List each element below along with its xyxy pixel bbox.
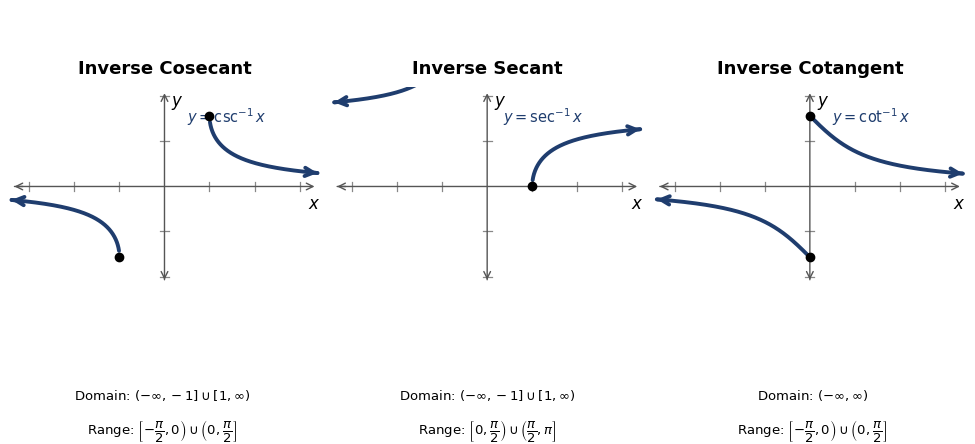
Text: $y$: $y$ — [494, 95, 506, 112]
Text: Range: $\left[0, \dfrac{\pi}{2}\right) \cup \left(\dfrac{\pi}{2}, \pi\right]$: Range: $\left[0, \dfrac{\pi}{2}\right) \… — [418, 418, 557, 444]
Text: $y = \mathrm{sec}^{-1}\, x$: $y = \mathrm{sec}^{-1}\, x$ — [503, 106, 583, 127]
Text: $x$: $x$ — [954, 194, 965, 213]
Text: $y$: $y$ — [817, 95, 829, 112]
Text: $y = \mathrm{cot}^{-1}\, x$: $y = \mathrm{cot}^{-1}\, x$ — [833, 106, 911, 127]
Title: Inverse Secant: Inverse Secant — [411, 59, 563, 78]
Text: $y$: $y$ — [172, 95, 183, 112]
Text: Domain: $(-\infty, -1] \cup [1, \infty)$: Domain: $(-\infty, -1] \cup [1, \infty)$ — [400, 388, 575, 403]
Text: Domain: $(-\infty, \infty)$: Domain: $(-\infty, \infty)$ — [757, 388, 868, 403]
Text: Range: $\left[-\dfrac{\pi}{2}, 0\right) \cup \left(0, \dfrac{\pi}{2}\right]$: Range: $\left[-\dfrac{\pi}{2}, 0\right) … — [88, 418, 238, 444]
Text: $y = \mathrm{csc}^{-1}\, x$: $y = \mathrm{csc}^{-1}\, x$ — [187, 106, 266, 127]
Text: $x$: $x$ — [308, 194, 321, 213]
Text: $x$: $x$ — [631, 194, 644, 213]
Title: Inverse Cosecant: Inverse Cosecant — [78, 59, 252, 78]
Text: Range: $\left[-\dfrac{\pi}{2}, 0\right) \cup \left(0, \dfrac{\pi}{2}\right]$: Range: $\left[-\dfrac{\pi}{2}, 0\right) … — [737, 418, 887, 444]
Title: Inverse Cotangent: Inverse Cotangent — [717, 59, 903, 78]
Text: Domain: $(-\infty, -1] \cup [1, \infty)$: Domain: $(-\infty, -1] \cup [1, \infty)$ — [74, 388, 251, 403]
